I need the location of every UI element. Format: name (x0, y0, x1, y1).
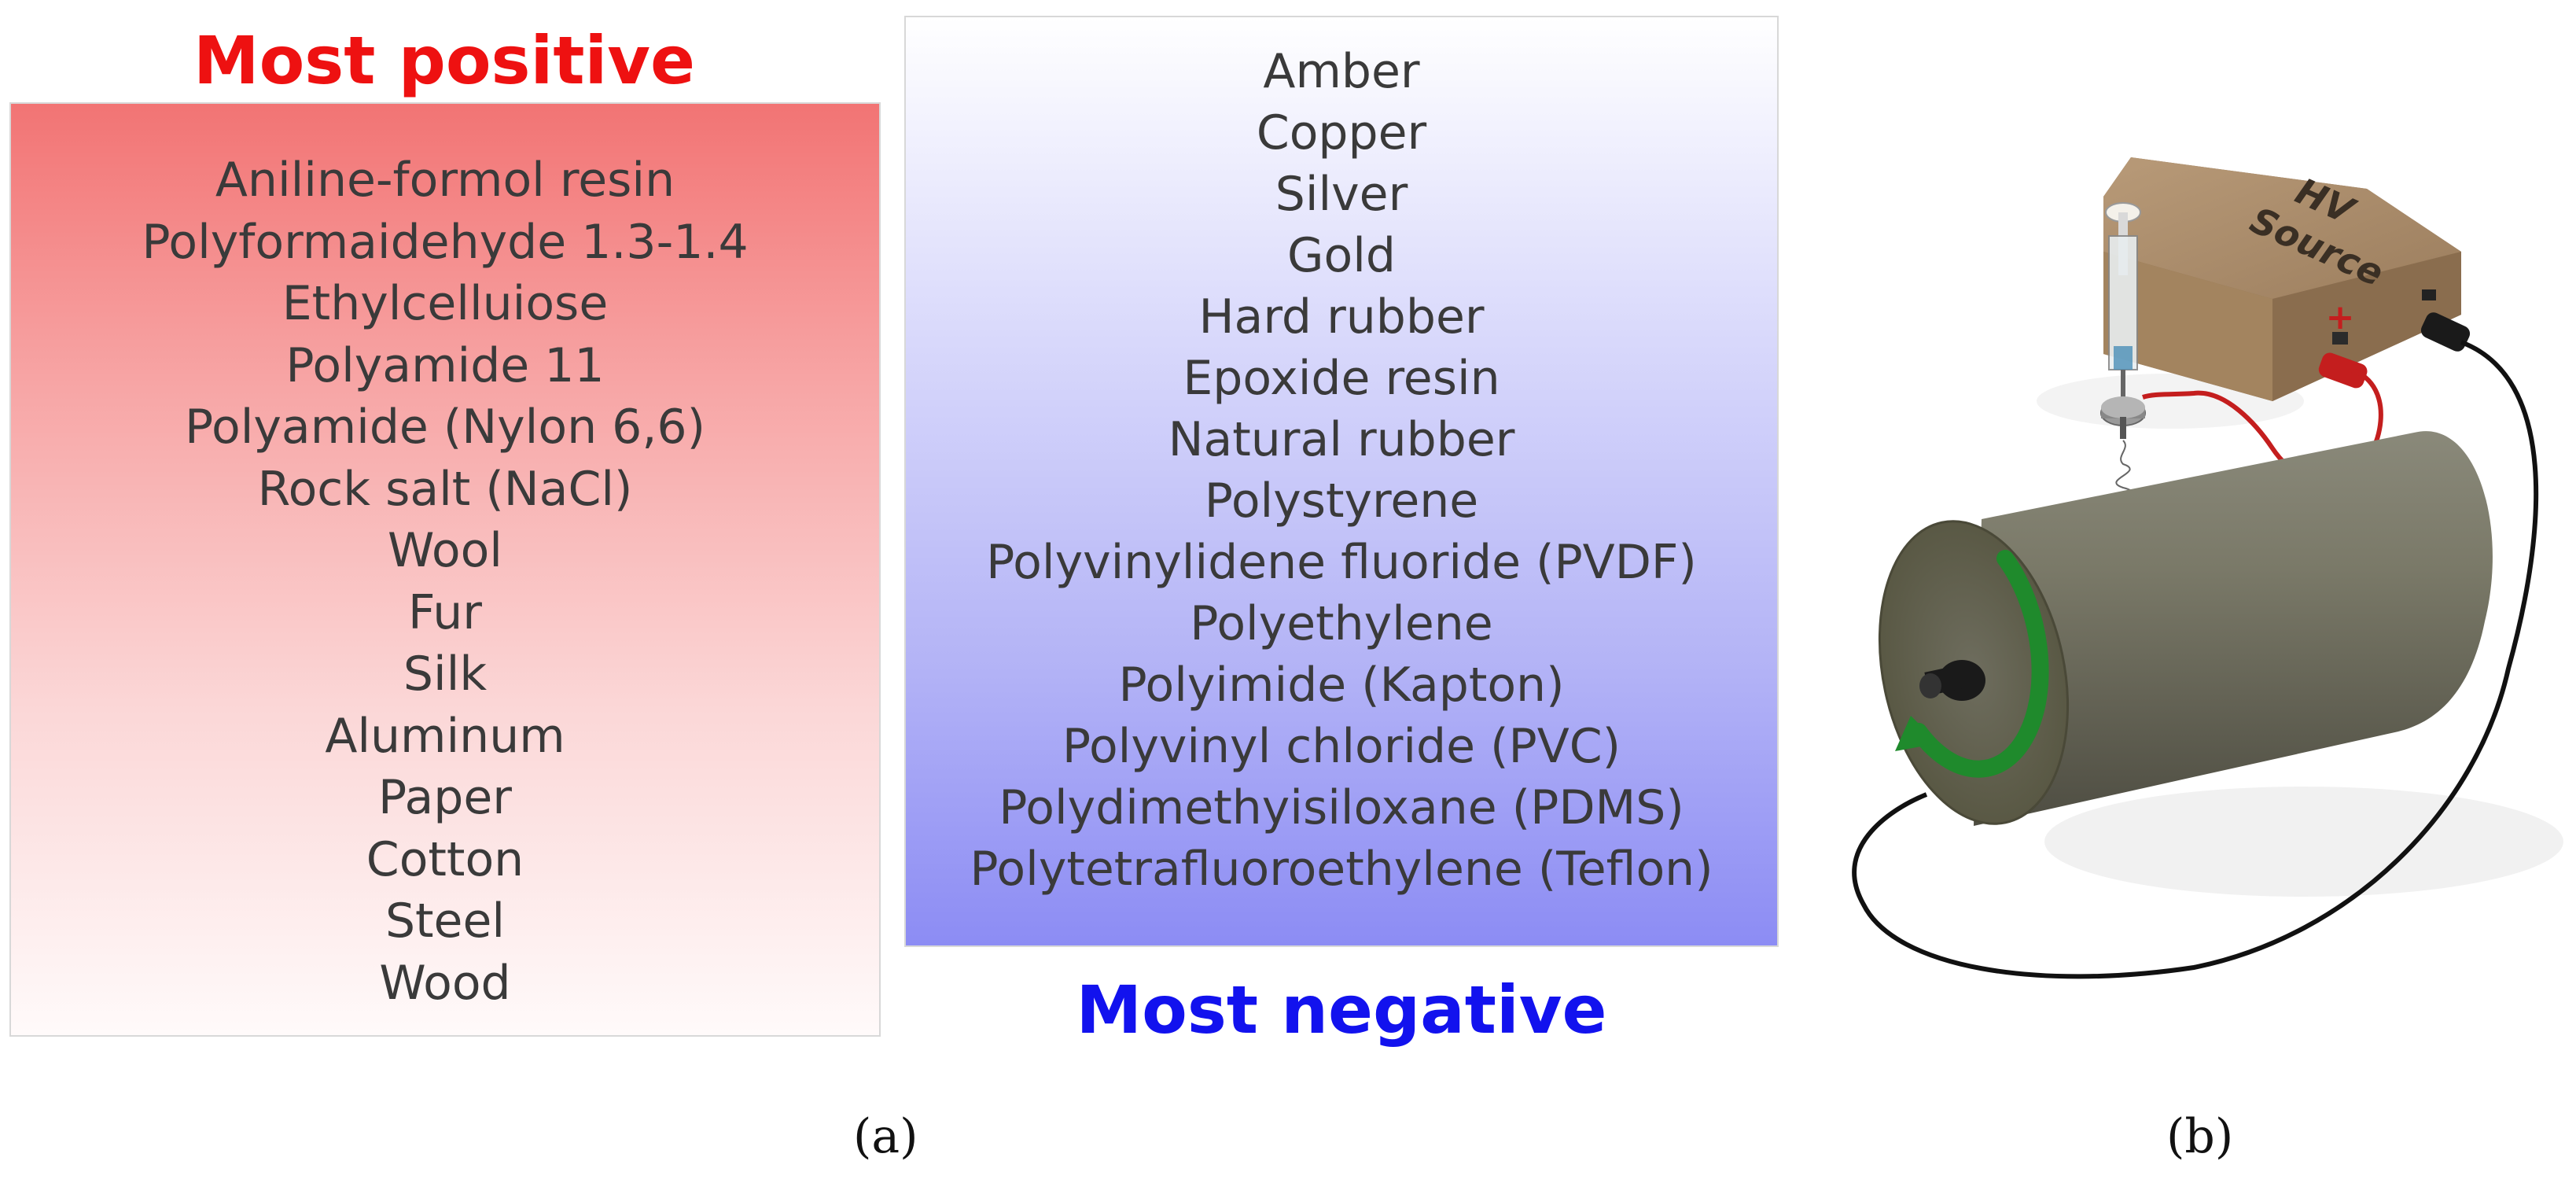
negative-item: Amber (1263, 44, 1420, 99)
positive-item: Rock salt (NaCl) (257, 461, 633, 517)
syringe (2105, 202, 2141, 401)
negative-item: Polystyrene (1204, 474, 1479, 529)
positive-item: Cotton (366, 831, 524, 887)
drum-shadow (2044, 787, 2563, 897)
rotation-arrow (1910, 550, 2049, 778)
positive-item: Wood (379, 955, 511, 1011)
negative-series-box: Amber Copper Silver Gold Hard rubber Epo… (904, 16, 1779, 947)
negative-item: Copper (1256, 105, 1427, 160)
most-negative-heading: Most negative (1076, 971, 1607, 1048)
negative-item: Hard rubber (1198, 289, 1485, 345)
caption-b: (b) (2166, 1109, 2234, 1164)
negative-item: Polytetrafluoroethylene (Teflon) (970, 842, 1713, 897)
negative-item: Polyimide (Kapton) (1118, 658, 1565, 713)
positive-item: Paper (378, 770, 512, 825)
positive-item: Steel (385, 894, 506, 949)
negative-item: Silver (1275, 167, 1408, 222)
negative-series-list: Amber Copper Silver Gold Hard rubber Epo… (906, 41, 1777, 900)
plus-sign: + (2326, 297, 2355, 337)
ground-cable (1852, 312, 2539, 979)
positive-item: Ethylcelluiose (282, 276, 609, 331)
hv-source-box: HV Source + (2103, 157, 2461, 401)
positive-item: Aniline-formol resin (215, 153, 675, 208)
positive-item: Polyamide (Nylon 6,6) (185, 400, 705, 455)
negative-item: Epoxide resin (1183, 351, 1500, 406)
negative-item: Polydimethyisiloxane (PDMS) (999, 780, 1684, 835)
positive-item: Polyamide 11 (285, 337, 605, 393)
positive-item: Polyformaidehyde 1.3-1.4 (142, 214, 749, 270)
needle-clamp (2100, 396, 2146, 439)
electrospinning-setup-illustration: HV Source + (1852, 157, 2563, 979)
most-positive-heading: Most positive (193, 22, 695, 99)
negative-item: Polyethylene (1190, 596, 1493, 651)
negative-item: Natural rubber (1168, 412, 1515, 467)
positive-item: Fur (408, 584, 482, 640)
rotation-arrowhead (1895, 716, 1938, 751)
negative-item: Polyvinyl chloride (PVC) (1062, 719, 1621, 774)
negative-item: Gold (1287, 228, 1396, 283)
positive-series-list: Aniline-formol resin Polyformaidehyde 1.… (11, 149, 879, 1014)
drum-collector (1878, 431, 2493, 826)
positive-item: Aluminum (325, 708, 565, 764)
positive-jack (2332, 332, 2348, 345)
caption-a: (a) (853, 1109, 918, 1164)
positive-item: Wool (388, 523, 502, 578)
negative-item: Polyvinylidene fluoride (PVDF) (986, 535, 1697, 590)
positive-series-box: Aniline-formol resin Polyformaidehyde 1.… (9, 102, 881, 1037)
positive-item: Silk (403, 647, 488, 702)
output-jack (2422, 289, 2436, 300)
